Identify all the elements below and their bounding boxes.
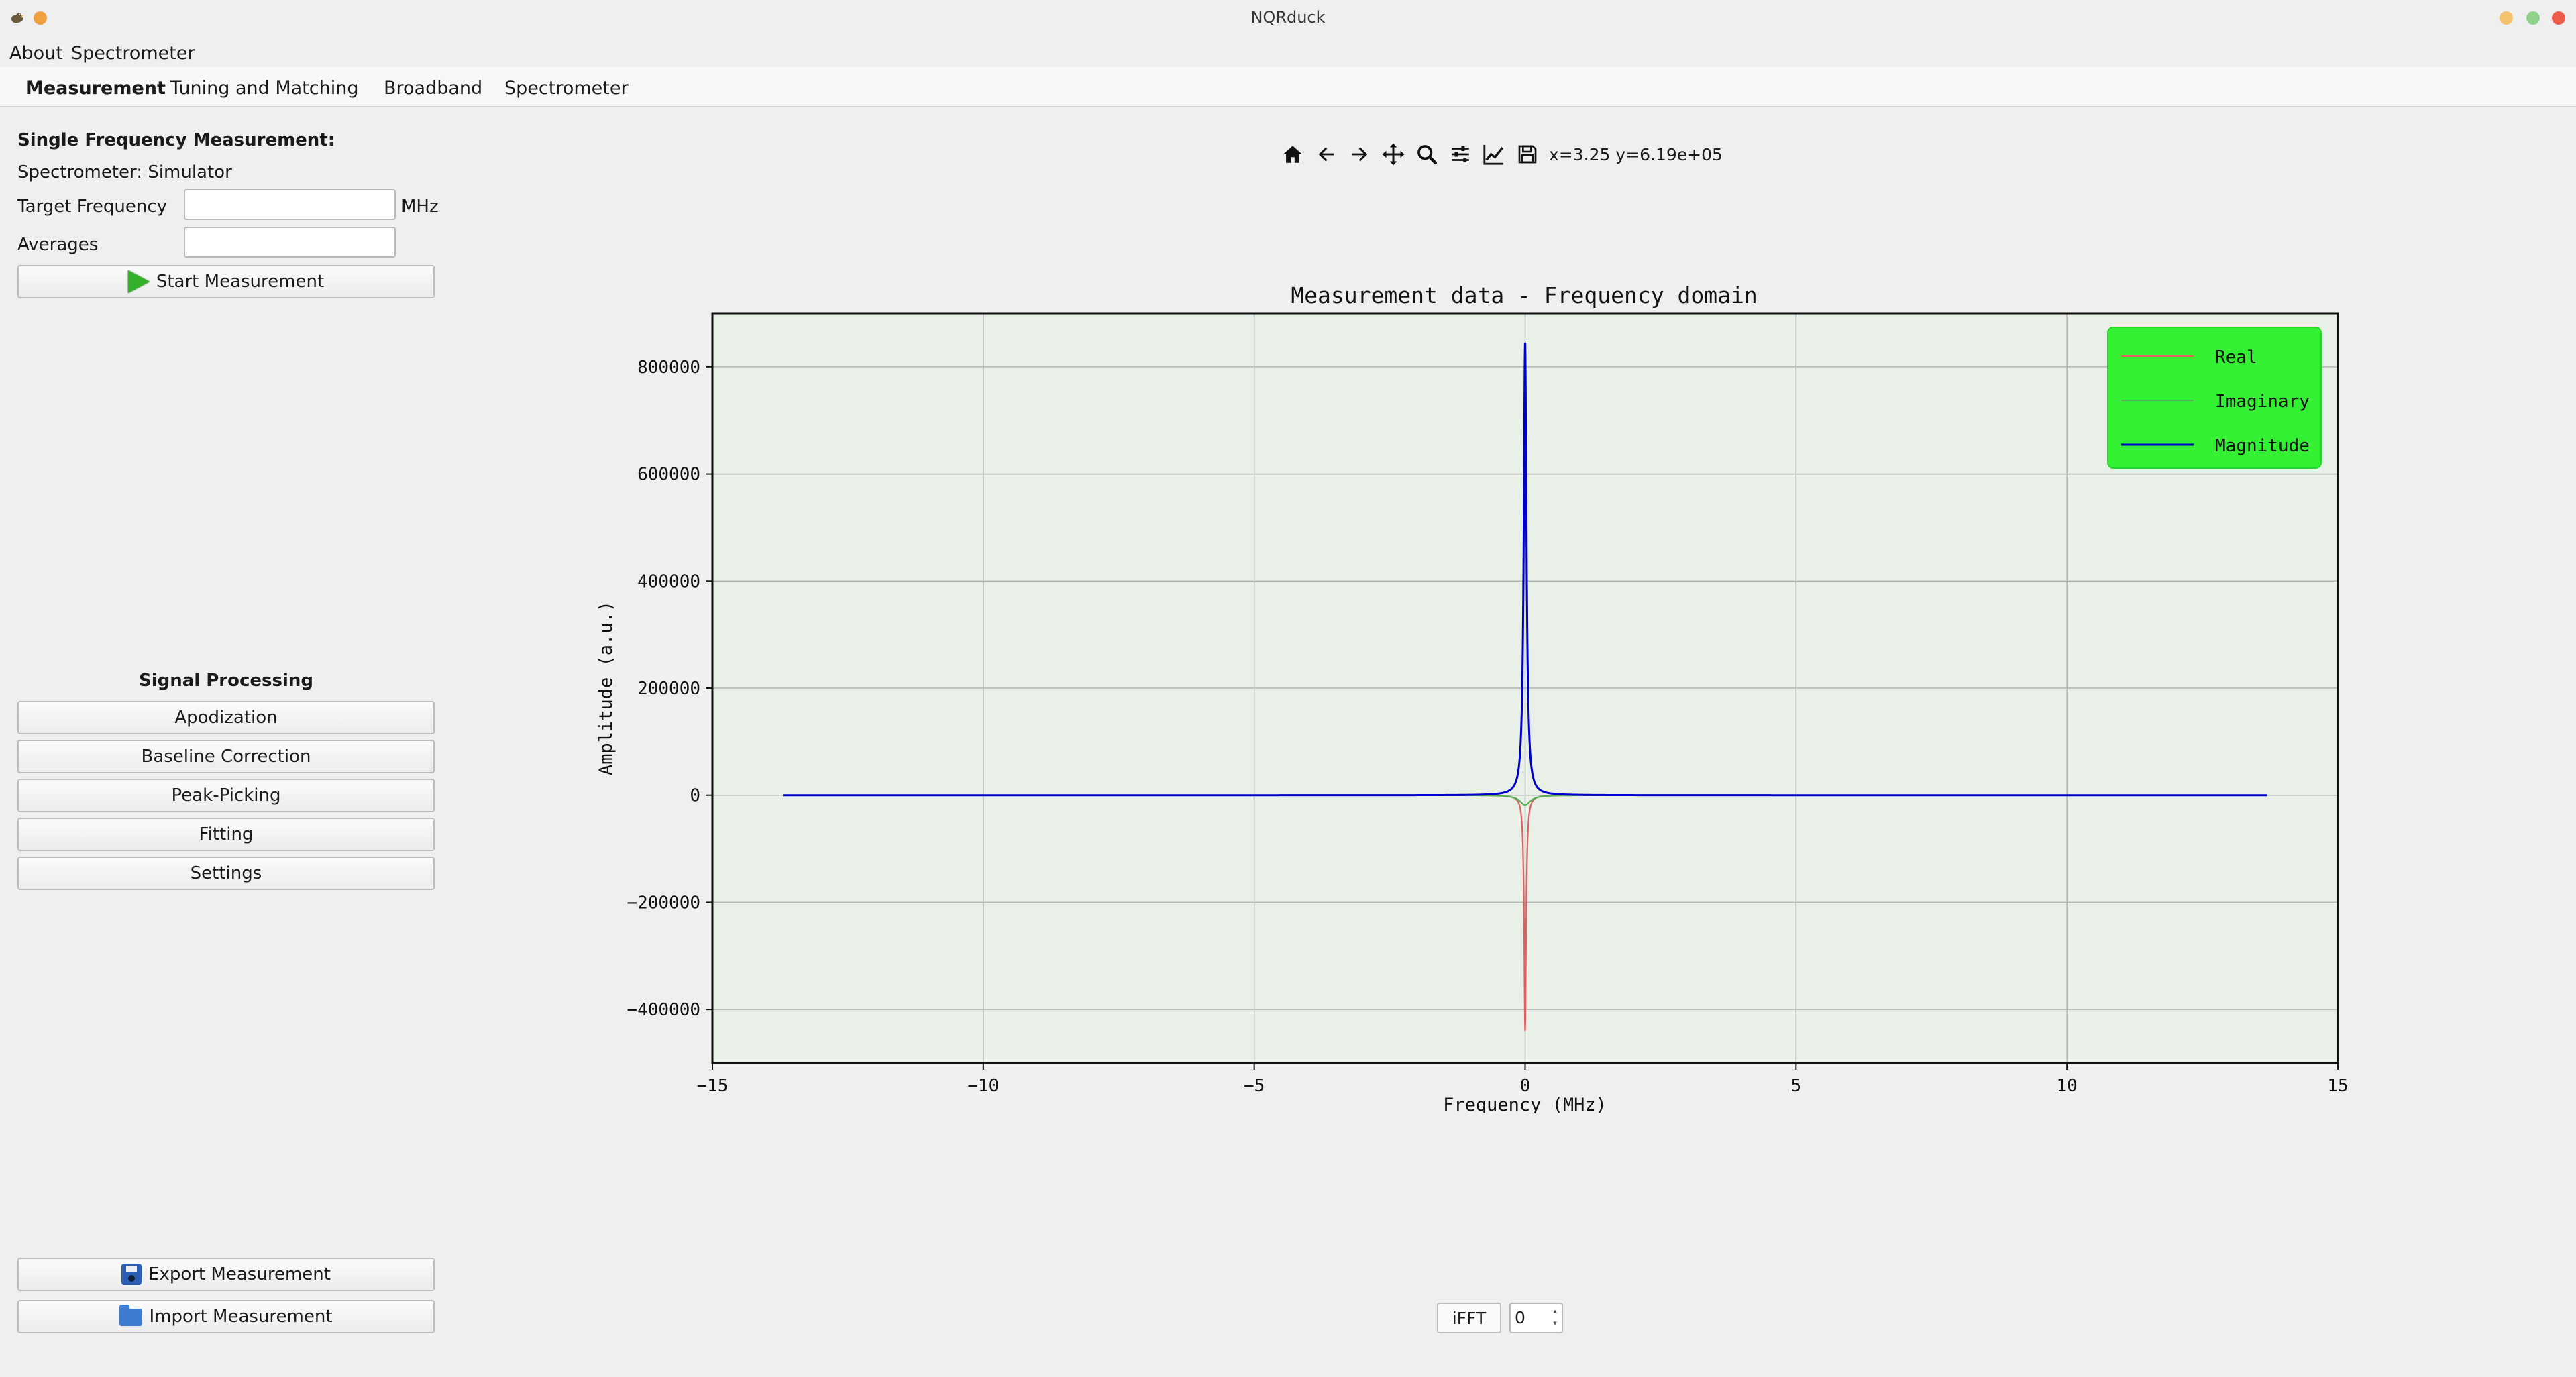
- target-frequency-unit: MHz: [401, 197, 439, 217]
- menu-about[interactable]: About: [9, 43, 63, 64]
- y-axis-label: Amplitude (a.u.): [596, 601, 616, 775]
- section-title: Single Frequency Measurement:: [17, 130, 335, 150]
- x-tick-label: 5: [1791, 1076, 1802, 1096]
- signal-processing-title: Signal Processing: [138, 671, 314, 691]
- tab-broadband[interactable]: Broadband: [384, 78, 483, 99]
- edit-axis-icon[interactable]: [1479, 140, 1509, 169]
- legend-label: Magnitude: [2215, 436, 2310, 456]
- plot-toolbar: x=3.25 y=6.19e+05: [1278, 140, 1723, 169]
- legend-label: Imaginary: [2215, 392, 2310, 412]
- save-icon: [121, 1264, 142, 1285]
- legend-label: Real: [2215, 347, 2257, 368]
- axis-ticks: −15 −10 −5 0 5 10 15 −400000 −200000 0 200000 40000…: [627, 357, 2348, 1096]
- maximize-button[interactable]: [2526, 11, 2540, 25]
- y-tick-label: −400000: [627, 1000, 700, 1020]
- window-menu-dot[interactable]: [34, 11, 47, 25]
- export-measurement-button[interactable]: Export Measurement: [17, 1258, 435, 1291]
- chart-title: Measurement data - Frequency domain: [1291, 282, 1757, 309]
- cursor-coordinates: x=3.25 y=6.19e+05: [1549, 144, 1723, 164]
- start-measurement-button[interactable]: Start Measurement: [17, 265, 435, 298]
- y-tick-label: −200000: [627, 893, 700, 913]
- home-icon[interactable]: [1278, 140, 1307, 169]
- chart-legend: Real Imaginary Magnitude: [2107, 327, 2322, 469]
- baseline-correction-button[interactable]: Baseline Correction: [17, 740, 435, 773]
- ifft-spinbox[interactable]: 0 ▴ ▾: [1509, 1303, 1563, 1333]
- pan-icon[interactable]: [1379, 140, 1408, 169]
- menu-bar: About Spectrometer: [0, 39, 2576, 67]
- y-tick-label: 0: [690, 786, 700, 806]
- target-frequency-label: Target Frequency: [17, 197, 168, 217]
- x-tick-label: −15: [697, 1076, 729, 1096]
- folder-icon: [119, 1305, 143, 1326]
- x-axis-label: Frequency (MHz): [1443, 1095, 1607, 1113]
- series-lines: [783, 342, 2267, 1032]
- tab-measurement[interactable]: Measurement: [25, 78, 166, 99]
- title-bar: NQRduck: [0, 0, 2576, 36]
- tab-bar: Measurement Tuning and Matching Broadban…: [0, 67, 2576, 107]
- export-measurement-label: Export Measurement: [148, 1264, 331, 1284]
- ifft-button[interactable]: iFFT: [1437, 1303, 1501, 1333]
- settings-button[interactable]: Settings: [17, 857, 435, 890]
- configure-subplots-icon[interactable]: [1446, 140, 1475, 169]
- apodization-button[interactable]: Apodization: [17, 701, 435, 734]
- x-tick-label: 10: [2057, 1076, 2078, 1096]
- menu-spectrometer[interactable]: Spectrometer: [71, 43, 195, 64]
- fitting-button[interactable]: Fitting: [17, 818, 435, 851]
- x-tick-label: 0: [1520, 1076, 1531, 1096]
- spinbox-arrows-icon[interactable]: ▴ ▾: [1553, 1307, 1557, 1327]
- tab-spectrometer[interactable]: Spectrometer: [504, 78, 629, 99]
- close-button[interactable]: [2552, 11, 2565, 25]
- play-icon: [127, 270, 150, 293]
- y-tick-label: 800000: [637, 357, 700, 378]
- minimize-button[interactable]: [2500, 11, 2513, 25]
- x-tick-label: 15: [2327, 1076, 2348, 1096]
- y-tick-label: 200000: [637, 679, 700, 699]
- frequency-domain-chart[interactable]: Measurement data - Frequency domain −15−…: [577, 268, 2361, 1113]
- target-frequency-input[interactable]: [184, 189, 396, 220]
- duck-logo-icon: [11, 13, 24, 23]
- y-tick-label: 600000: [637, 465, 700, 485]
- series-magnitude-line: [783, 342, 2267, 797]
- zoom-icon[interactable]: [1412, 140, 1442, 169]
- start-measurement-label: Start Measurement: [156, 272, 325, 292]
- averages-label: Averages: [17, 235, 99, 255]
- y-tick-label: 400000: [637, 571, 700, 592]
- spectrometer-label: Spectrometer: Simulator: [17, 162, 232, 182]
- x-tick-label: −5: [1244, 1076, 1265, 1096]
- x-tick-label: −10: [967, 1076, 999, 1096]
- legend-box: [2107, 327, 2322, 469]
- spinbox-value: 0: [1515, 1308, 1525, 1327]
- tab-tuning-and-matching[interactable]: Tuning and Matching: [170, 78, 359, 99]
- import-measurement-button[interactable]: Import Measurement: [17, 1300, 435, 1333]
- forward-arrow-icon[interactable]: [1345, 140, 1375, 169]
- save-figure-icon[interactable]: [1513, 140, 1542, 169]
- window-title: NQRduck: [1250, 8, 1326, 27]
- back-arrow-icon[interactable]: [1311, 140, 1341, 169]
- import-measurement-label: Import Measurement: [149, 1307, 333, 1327]
- averages-input[interactable]: [184, 227, 396, 258]
- peak-picking-button[interactable]: Peak-Picking: [17, 779, 435, 812]
